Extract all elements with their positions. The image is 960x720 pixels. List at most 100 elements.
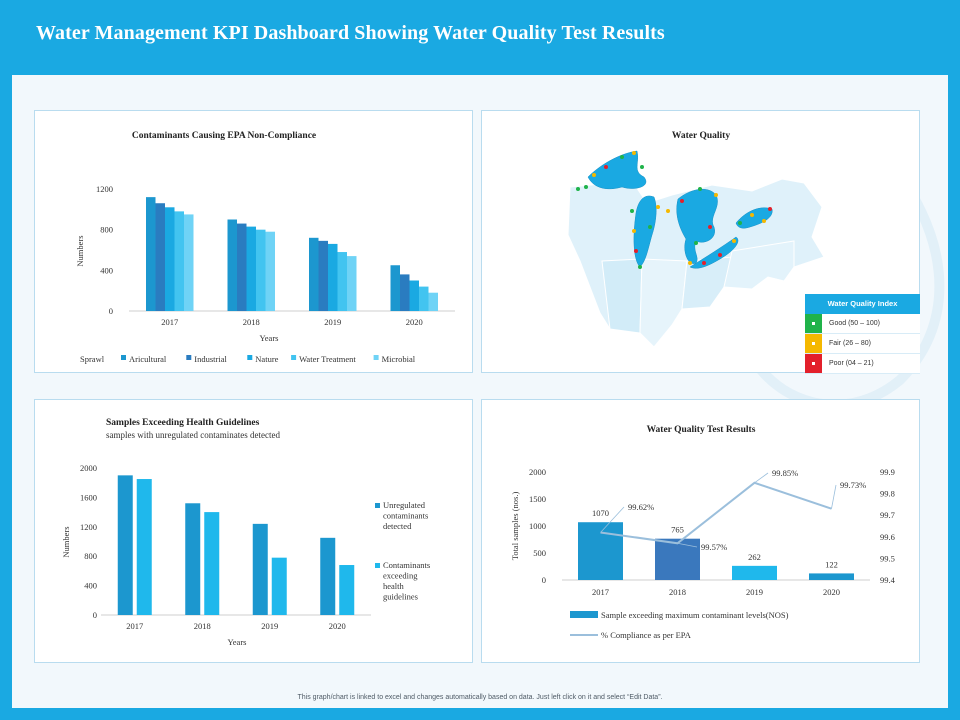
y2-tick-label: 99.5	[880, 553, 895, 563]
line-data-label: 99.62%	[628, 502, 654, 512]
bar-data-label: 262	[748, 552, 761, 562]
y-tick-label: 2000	[80, 463, 97, 473]
legend-swatch	[291, 355, 297, 360]
legend-label: Microbial	[382, 354, 416, 364]
x-tick-label: 2018	[243, 317, 260, 327]
contaminants-chart[interactable]: Contaminants Causing EPA Non-Compliance …	[35, 111, 472, 372]
y-tick-label: 800	[84, 551, 97, 561]
y-tick-label: 800	[100, 225, 113, 235]
bar	[136, 479, 152, 615]
bar	[227, 219, 237, 311]
y2-tick-label: 99.7	[880, 510, 895, 520]
y-tick-label: 1200	[80, 522, 97, 532]
bar	[655, 538, 700, 580]
good-swatch	[805, 314, 822, 333]
samples-exceeding-chart[interactable]: Samples Exceeding Health Guidelines samp…	[35, 400, 472, 662]
legend-swatch	[373, 355, 379, 360]
bar	[809, 573, 854, 580]
data-label-leader	[754, 472, 769, 484]
y-tick-label: 1200	[96, 184, 113, 194]
bar	[117, 475, 133, 615]
bar	[400, 274, 410, 311]
title-bar: Water Management KPI Dashboard Showing W…	[0, 0, 960, 75]
legend-swatch	[247, 355, 253, 360]
chart-title: Contaminants Causing EPA Non-Compliance	[132, 131, 316, 141]
y2-tick-label: 99.8	[880, 489, 895, 499]
page-title: Water Management KPI Dashboard Showing W…	[36, 22, 665, 44]
legend-item-good: Good (50 – 100)	[805, 314, 920, 334]
bar	[155, 203, 165, 311]
data-label-leader	[677, 542, 698, 548]
x-tick-label: 2020	[406, 317, 423, 327]
legend-label: Contaminants exceeding health guidelines	[383, 560, 430, 602]
bar	[337, 252, 347, 311]
poor-swatch	[805, 354, 822, 373]
y2-tick-label: 99.6	[880, 532, 895, 542]
y-tick-label: 0	[93, 610, 97, 620]
bar	[328, 243, 338, 311]
y-tick-label: 1600	[80, 492, 97, 502]
y-axis-label: Total samples (nos.)	[510, 492, 520, 561]
chart-title: Water Quality Test Results	[647, 425, 756, 435]
legend-swatch	[375, 563, 380, 568]
chart-title: Samples Exceeding Health Guidelines	[106, 418, 260, 428]
footnote: This graph/chart is linked to excel and …	[297, 694, 663, 701]
chart-subtitle: samples with unregulated contaminates de…	[106, 430, 280, 440]
x-tick-label: 2018	[669, 587, 686, 597]
bar	[174, 211, 184, 311]
bar	[265, 231, 275, 311]
data-label-leader	[600, 506, 625, 533]
bar	[390, 265, 400, 311]
bar	[428, 292, 438, 311]
y-tick-label: 1500	[529, 494, 546, 504]
y-tick-label: 500	[533, 548, 546, 558]
bar	[184, 214, 194, 311]
bar	[578, 522, 623, 580]
y-tick-label: 400	[100, 265, 113, 275]
bar	[204, 512, 220, 615]
bar	[165, 207, 175, 311]
bar	[347, 256, 357, 311]
bar	[318, 240, 328, 311]
bar	[246, 226, 256, 311]
y-tick-label: 1000	[529, 521, 546, 531]
bar	[409, 280, 419, 311]
bar	[309, 237, 319, 311]
test-results-card: Water Quality Test Results Total samples…	[481, 399, 920, 663]
y-tick-label: 400	[84, 581, 97, 591]
legend-label: Water Treatment	[299, 354, 356, 364]
legend-item-poor: Poor (04 – 21)	[805, 354, 920, 374]
x-axis-label: Years	[260, 333, 279, 343]
legend-item-fair: Fair (26 – 80)	[805, 334, 920, 354]
legend-swatch	[570, 611, 598, 618]
legend-label: Aricultural	[129, 354, 167, 364]
fair-swatch	[805, 334, 822, 353]
bar-data-label: 122	[825, 559, 838, 569]
bar	[146, 197, 156, 311]
test-results-chart[interactable]: Water Quality Test Results Total samples…	[482, 400, 919, 662]
legend-label: Good (50 – 100)	[829, 320, 880, 327]
bar-data-label: 1070	[592, 508, 609, 518]
x-tick-label: 2020	[823, 587, 840, 597]
bar	[185, 503, 201, 615]
y-tick-label: 2000	[529, 467, 546, 477]
bar	[271, 557, 287, 615]
bar	[237, 223, 247, 311]
legend-label: Unregulated contaminants detected	[383, 500, 428, 531]
bar	[320, 537, 336, 615]
water-quality-map[interactable]: Water Quality	[482, 111, 919, 372]
line-data-label: 99.85%	[772, 468, 798, 478]
x-tick-label: 2017	[592, 587, 609, 597]
line-data-label: 99.73%	[840, 480, 866, 490]
legend-label: Nature	[255, 354, 278, 364]
x-tick-label: 2019	[746, 587, 763, 597]
x-tick-label: 2018	[194, 621, 211, 631]
legend-label: % Compliance as per EPA	[601, 630, 692, 640]
data-label-leader	[831, 484, 837, 509]
bar	[256, 229, 266, 311]
legend-title: Water Quality Index	[805, 294, 920, 314]
line-data-label: 99.57%	[701, 542, 727, 552]
legend-swatch	[186, 355, 192, 360]
great-lakes	[587, 150, 773, 269]
bar	[419, 286, 429, 311]
